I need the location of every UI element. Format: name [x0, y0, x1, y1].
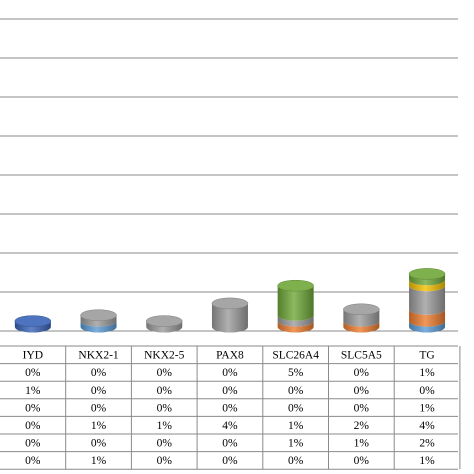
bar-segment-tg-1	[409, 309, 446, 327]
table-cell: 1%	[91, 420, 107, 432]
bar-stack-slc26a4	[277, 279, 314, 333]
table-cell: 0%	[157, 402, 173, 414]
table-cell: 0%	[25, 367, 41, 379]
bar-stack-tg	[408, 268, 446, 333]
table-cell: 0%	[25, 402, 41, 414]
bar-cap-slc5a5	[343, 303, 380, 316]
table-cell: 0%	[157, 367, 173, 379]
bars	[14, 268, 446, 333]
data-table: IYD NKX2-1 NKX2-5 PAX8 SLC26A4 SLC5A5 TG 0% 0% 0%…	[0, 345, 461, 470]
bar-stack-iyd	[14, 315, 52, 333]
table-cell: 1%	[288, 420, 304, 432]
table-cell: 0%	[25, 420, 41, 432]
bar-segment-slc26a4-0	[277, 321, 314, 333]
category-label: TG	[419, 350, 434, 362]
bar-cap-pax8	[211, 297, 249, 310]
table-cell: 4%	[222, 420, 238, 432]
table-cell: 1%	[419, 367, 435, 379]
table-cell: 0%	[288, 455, 304, 467]
table-cell: 1%	[91, 455, 107, 467]
bar-stack-nkx2-1	[80, 309, 117, 333]
table-cell: 2%	[419, 438, 435, 450]
table-cell: 0%	[157, 438, 173, 450]
table-cell: 0%	[91, 385, 107, 397]
table-cell: 0%	[354, 367, 370, 379]
category-label: SLC26A4	[272, 350, 319, 362]
bar-segment-slc26a4-2	[277, 285, 314, 321]
category-label: SLC5A5	[341, 350, 382, 362]
bar-cap-iyd	[14, 315, 52, 327]
bar-segment-tg-0	[409, 321, 446, 333]
table-cell: 0%	[25, 455, 41, 467]
bar-cap-nkx2-1	[80, 309, 117, 321]
gridlines	[0, 18, 458, 332]
table-cell: 0%	[288, 385, 304, 397]
category-label: IYD	[23, 350, 43, 362]
bar-stack-pax8	[211, 297, 249, 333]
table-cell: 1%	[419, 402, 435, 414]
table-cell: 1%	[157, 420, 173, 432]
table-cell: 1%	[288, 438, 304, 450]
bar-cap-tg	[408, 268, 446, 280]
bar-segment-slc5a5-1	[343, 309, 380, 327]
table-cell: 0%	[157, 385, 173, 397]
table-cell: 1%	[25, 385, 41, 397]
table-cell: 0%	[354, 455, 370, 467]
bar-segment-slc26a4-1	[277, 315, 314, 327]
table-cell: 0%	[91, 438, 107, 450]
table-cell: 4%	[419, 420, 435, 432]
table-cell: 2%	[354, 420, 370, 432]
table-cell: 5%	[288, 367, 304, 379]
table-cell: 1%	[419, 455, 435, 467]
category-label: PAX8	[216, 350, 244, 362]
bar-segment-tg-3	[409, 279, 446, 292]
table-cell: 0%	[222, 402, 238, 414]
table-cell: 0%	[222, 367, 238, 379]
table-cell: 0%	[419, 385, 435, 397]
table-cell: 0%	[222, 438, 238, 450]
bar-segment-tg-2	[409, 285, 446, 315]
table-cell: 0%	[354, 402, 370, 414]
category-label: NKX2-5	[144, 350, 184, 362]
bar-stack-nkx2-5	[146, 315, 183, 333]
table-cell: 1%	[354, 438, 370, 450]
table-cell: 0%	[222, 385, 238, 397]
bar-stack-slc5a5	[343, 303, 380, 333]
table-cell: 0%	[25, 438, 41, 450]
bar-segment-slc5a5-0	[343, 321, 380, 333]
bar-segment-pax8-0	[211, 303, 248, 333]
bar-cap-slc26a4	[277, 279, 314, 292]
bar-segment-nkx2-1-0	[80, 321, 117, 333]
bar-cap-nkx2-5	[146, 315, 183, 327]
table-cell: 0%	[91, 367, 107, 379]
table-cell: 0%	[288, 402, 304, 414]
table-cell: 0%	[354, 385, 370, 397]
table-cell: 0%	[222, 455, 238, 467]
table-cell: 0%	[157, 455, 173, 467]
category-label: NKX2-1	[78, 350, 118, 362]
table-cell: 0%	[91, 402, 107, 414]
